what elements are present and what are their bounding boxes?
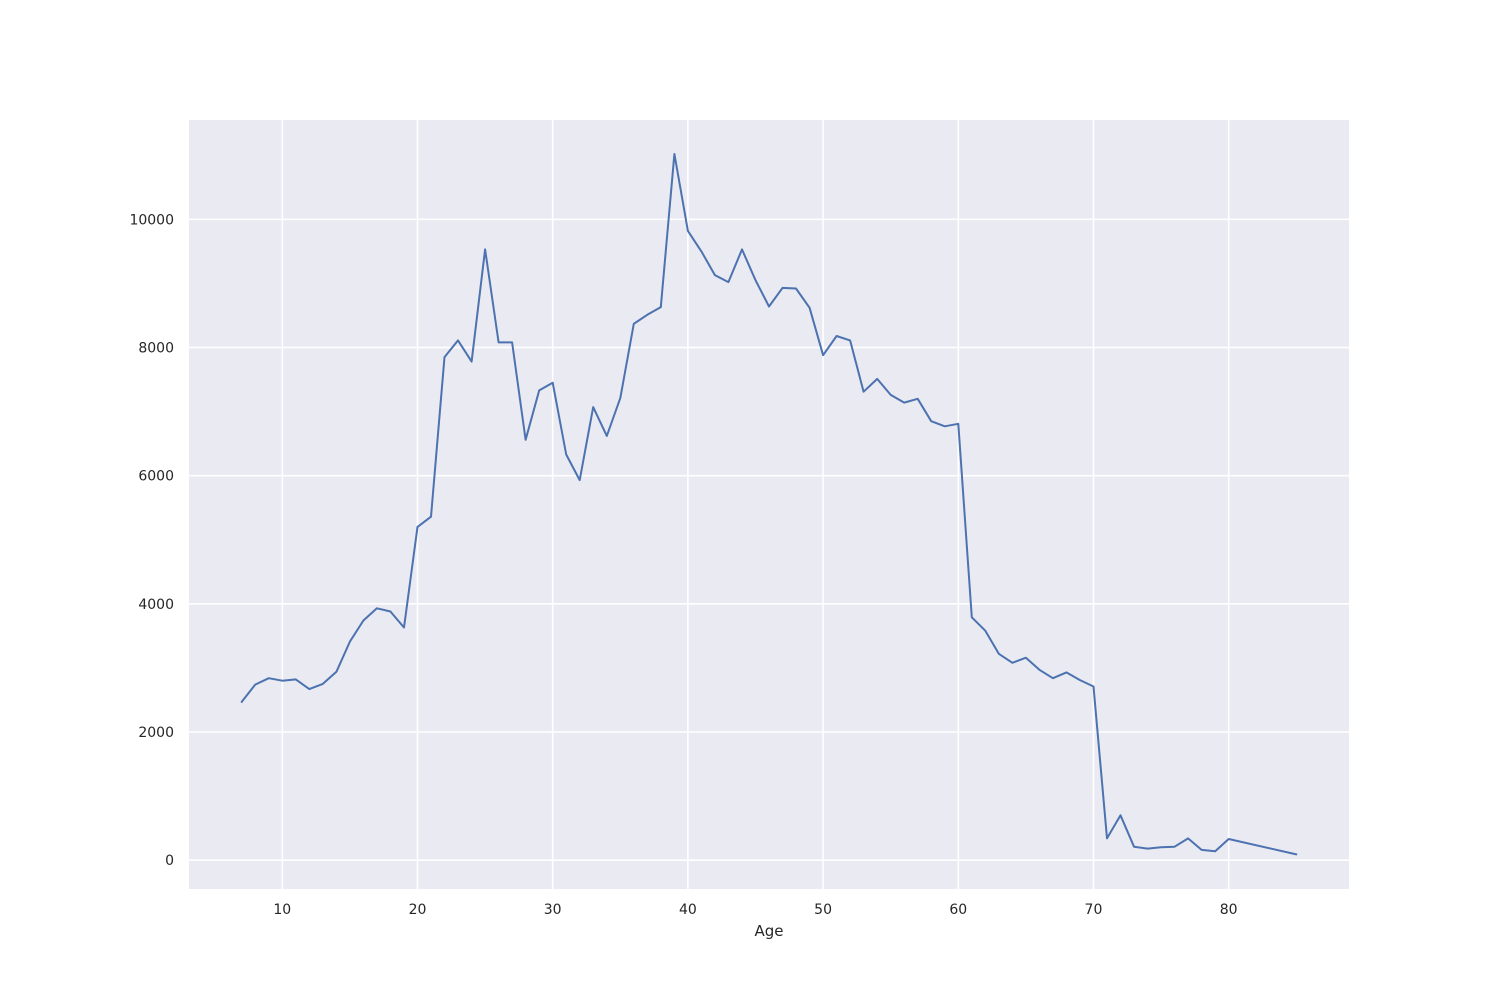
y-tick-label: 4000 <box>138 597 174 613</box>
y-tick-label: 8000 <box>138 340 174 356</box>
x-tick-label: 30 <box>544 902 562 918</box>
y-tick-label: 0 <box>165 853 174 869</box>
x-tick-label: 70 <box>1085 902 1103 918</box>
y-tick-label: 6000 <box>138 469 174 485</box>
x-tick-label: 50 <box>814 902 832 918</box>
series-layer <box>240 153 1298 856</box>
x-tick-label: 20 <box>409 902 427 918</box>
x-axis-label: Age <box>754 922 783 940</box>
x-axis-ticks: 10 20 30 40 50 60 70 80 <box>273 902 1237 918</box>
series-line <box>240 153 1298 856</box>
y-tick-label: 2000 <box>138 725 174 741</box>
x-tick-label: 60 <box>949 902 967 918</box>
x-tick-label: 80 <box>1220 902 1238 918</box>
plot-background <box>189 120 1349 889</box>
y-tick-label: 10000 <box>129 212 174 228</box>
grid-lines <box>189 120 1349 889</box>
x-tick-label: 10 <box>273 902 291 918</box>
y-axis-ticks: 0 2000 4000 6000 8000 10000 <box>129 212 174 869</box>
x-tick-label: 40 <box>679 902 697 918</box>
